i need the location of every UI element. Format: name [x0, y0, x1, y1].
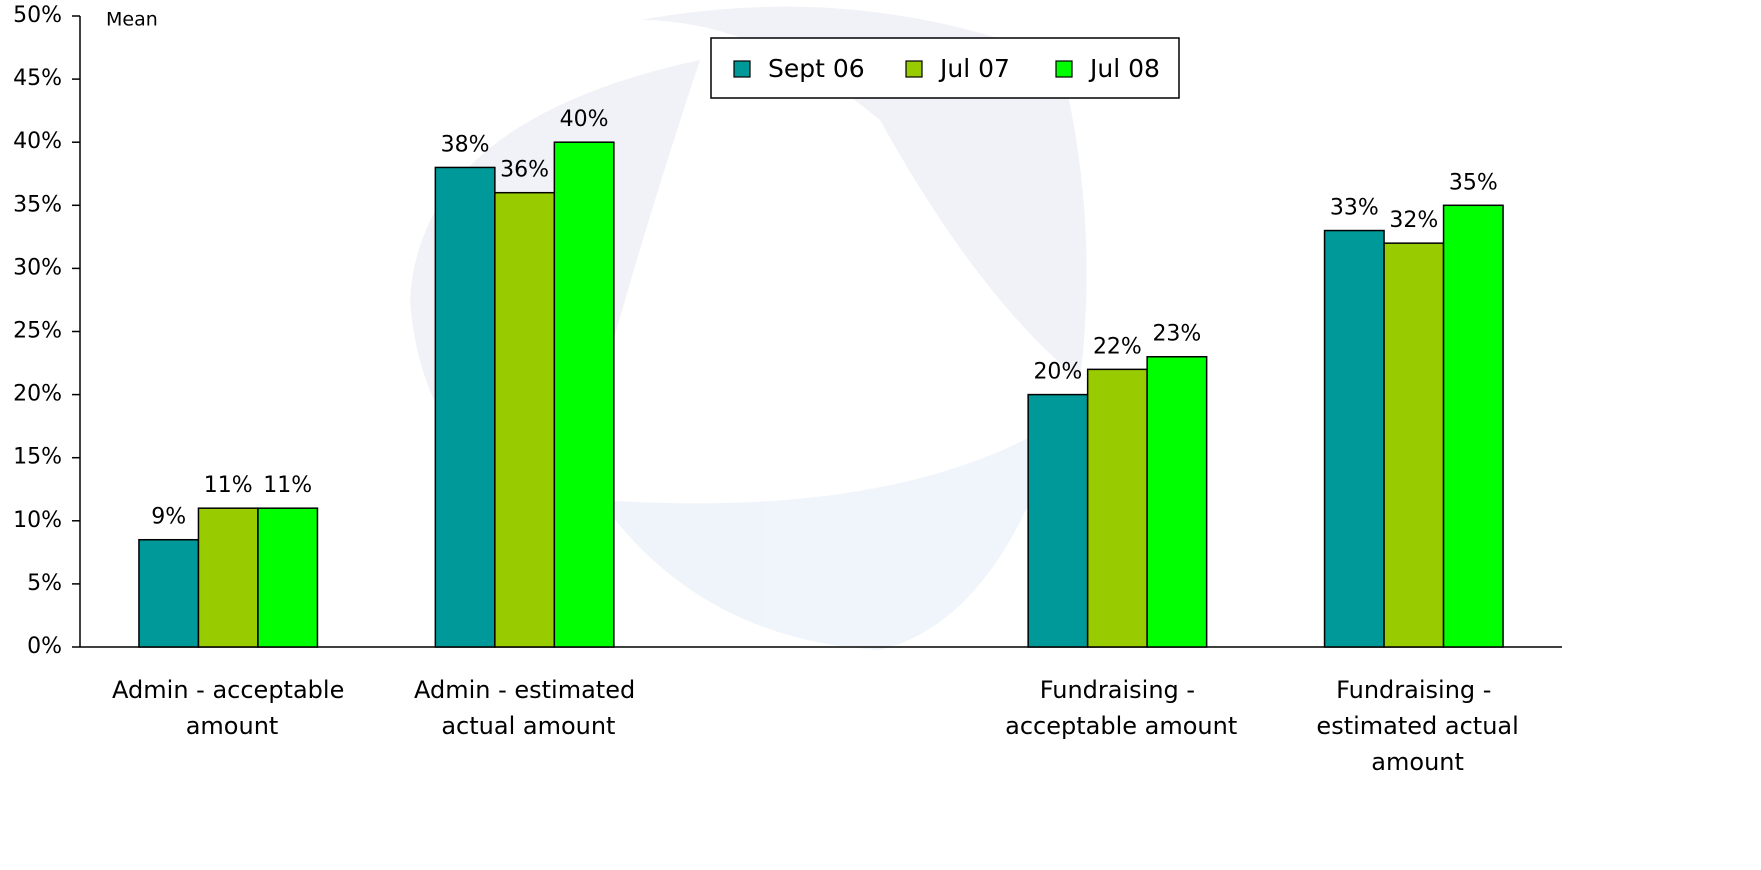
legend-label: Sept 06 [768, 54, 865, 83]
x-tick-label: Fundraising - estimated actual amount [1309, 676, 1519, 776]
data-label: 40% [560, 107, 609, 132]
legend: Sept 06 Jul 07 Jul 08 [710, 37, 1180, 99]
legend-swatch [733, 60, 751, 78]
bar [257, 507, 319, 648]
y-tick-label: 30% [13, 255, 62, 280]
bar [494, 191, 556, 648]
bar [434, 166, 496, 648]
y-tick-label: 5% [27, 571, 62, 596]
data-label: 35% [1449, 170, 1498, 195]
y-tick-label: 10% [13, 508, 62, 533]
data-label: 32% [1389, 208, 1438, 233]
data-label: 38% [441, 132, 490, 157]
bar [553, 141, 615, 648]
data-label: 22% [1093, 334, 1142, 359]
y-axis-label: Mean [106, 9, 158, 31]
y-tick-label: 0% [27, 634, 62, 659]
data-label: 36% [500, 158, 549, 183]
bar [1086, 368, 1148, 648]
bar [1323, 229, 1385, 648]
legend-swatch [905, 60, 923, 78]
y-tick-label: 35% [13, 192, 62, 217]
data-label: 11% [263, 473, 312, 498]
bar [1027, 393, 1089, 648]
bar [197, 507, 259, 648]
y-tick-label: 50% [13, 3, 62, 28]
data-label: 23% [1152, 322, 1201, 347]
data-label: 9% [151, 505, 186, 530]
bar [1442, 204, 1504, 648]
y-tick-label: 20% [13, 382, 62, 407]
y-tick-label: 45% [13, 66, 62, 91]
x-tick-label: Admin - estimated actual amount [414, 676, 635, 740]
bar [1146, 355, 1208, 648]
x-tick-label: Fundraising - acceptable amount [998, 676, 1238, 740]
bar [138, 538, 200, 648]
data-label: 11% [204, 473, 253, 498]
legend-box [710, 37, 1180, 99]
data-label: 20% [1033, 360, 1082, 385]
legend-label: Jul 08 [1088, 54, 1160, 83]
legend-swatch [1055, 60, 1073, 78]
y-tick-label: 40% [13, 129, 62, 154]
y-tick-label: 25% [13, 319, 62, 344]
y-tick-label: 15% [13, 445, 62, 470]
data-label: 33% [1330, 196, 1379, 221]
x-tick-label: Admin - acceptable amount [112, 676, 344, 740]
legend-label: Jul 07 [938, 54, 1010, 83]
bar [1383, 242, 1445, 648]
